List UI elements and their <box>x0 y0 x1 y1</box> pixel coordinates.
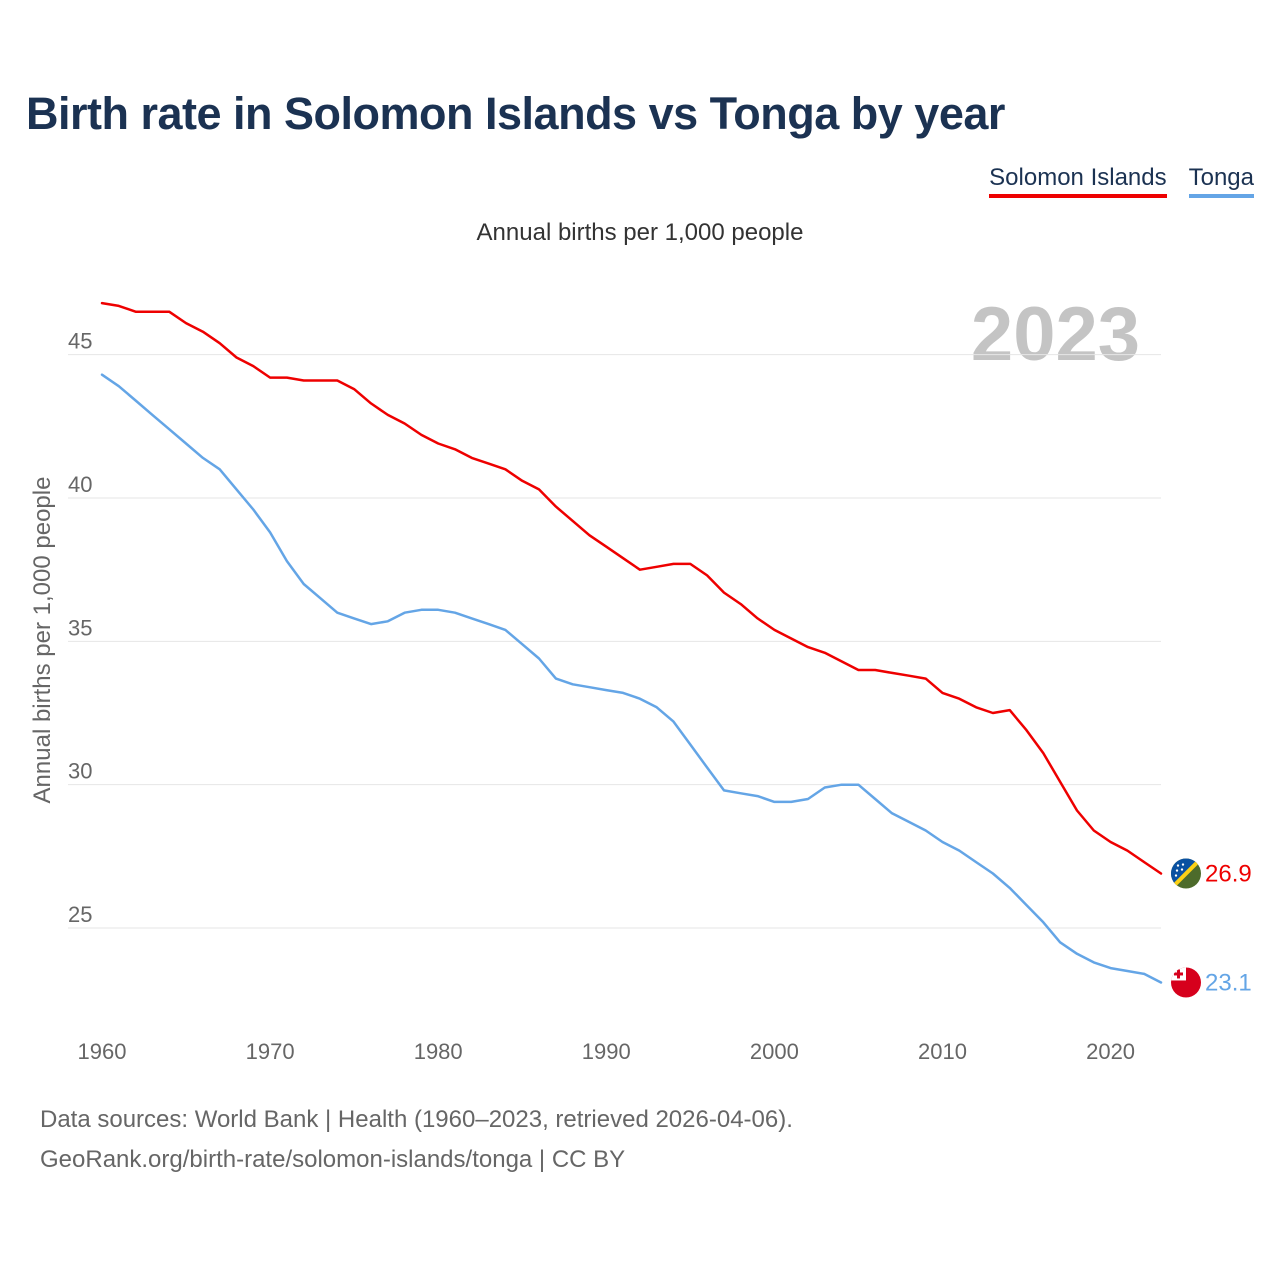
credit-note: GeoRank.org/birth-rate/solomon-islands/t… <box>40 1146 626 1173</box>
end-value-label-solomon-islands: 26.9 <box>1205 861 1252 888</box>
legend-item-tonga[interactable]: Tonga <box>1188 164 1254 198</box>
flag-icon-solomon-islands <box>1171 858 1201 889</box>
chart-subtitle: Annual births per 1,000 people <box>477 219 804 246</box>
y-tick-label: 45 <box>68 329 92 354</box>
x-tick-label: 2000 <box>750 1039 799 1064</box>
x-tick-label: 1960 <box>78 1039 127 1064</box>
legend-item-solomon-islands[interactable]: Solomon Islands <box>989 164 1167 198</box>
series-line-solomon-islands[interactable] <box>100 301 1163 875</box>
end-value-label-tonga: 23.1 <box>1205 969 1252 996</box>
x-tick-label: 1970 <box>246 1039 295 1064</box>
x-tick-label: 2020 <box>1086 1039 1135 1064</box>
year-watermark: 2023 <box>971 292 1140 377</box>
y-tick-label: 35 <box>68 615 92 640</box>
chart-title: Birth rate in Solomon Islands vs Tonga b… <box>26 88 1005 139</box>
y-tick-label: 25 <box>68 902 92 927</box>
x-tick-label: 1980 <box>414 1039 463 1064</box>
x-tick-label: 1990 <box>582 1039 631 1064</box>
x-tick-label: 2010 <box>918 1039 967 1064</box>
y-tick-label: 40 <box>68 472 92 497</box>
legend: Solomon Islands Tonga <box>989 164 1254 198</box>
data-source-note: Data sources: World Bank | Health (1960–… <box>40 1106 793 1133</box>
y-tick-label: 30 <box>68 759 92 784</box>
flag-icon-tonga <box>1171 967 1201 998</box>
series-line-tonga[interactable] <box>100 373 1163 984</box>
y-axis-label: Annual births per 1,000 people <box>29 477 56 804</box>
